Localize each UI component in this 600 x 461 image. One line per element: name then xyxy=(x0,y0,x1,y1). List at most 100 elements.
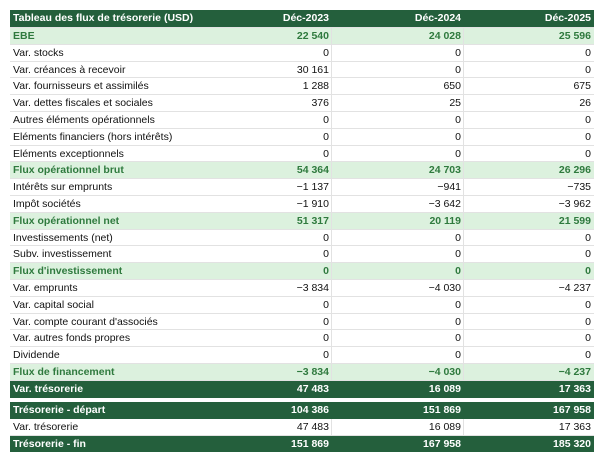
cell-border xyxy=(463,313,464,330)
label-cell: Trésorerie - départ xyxy=(13,404,106,416)
label-cell: Var. autres fonds propres xyxy=(13,332,131,345)
cell-border xyxy=(331,246,332,263)
subtotal-row: Flux opérationnel net 51 317 20 119 21 599 xyxy=(10,212,594,230)
value-cell: 0 xyxy=(323,231,329,244)
cell-border xyxy=(331,179,332,195)
table-row: Var. autres fonds propres 0 0 0 xyxy=(10,330,594,348)
value-cell: 0 xyxy=(585,332,591,345)
cell-border xyxy=(331,112,332,128)
value-cell: 0 xyxy=(585,265,591,278)
cell-border xyxy=(463,95,464,111)
label-cell: Var. dettes fiscales et sociales xyxy=(13,97,153,110)
value-cell: 167 958 xyxy=(553,404,591,416)
cell-border xyxy=(331,280,332,296)
total-row: Var. trésorerie 47 483 16 089 17 363 xyxy=(10,380,594,398)
cell-border xyxy=(463,263,464,279)
value-cell: 22 540 xyxy=(296,30,329,42)
label-cell: Flux opérationnel brut xyxy=(13,164,124,177)
table-row: Eléments financiers (hors intérêts) 0 0 0 xyxy=(10,128,594,146)
cell-border xyxy=(331,364,332,380)
value-cell: −1 910 xyxy=(296,198,329,210)
value-cell: −4 237 xyxy=(558,282,591,294)
table-row: Impôt sociétés −1 910 −3 642 −3 962 xyxy=(10,196,594,213)
table-row: Autres éléments opérationnels 0 0 0 xyxy=(10,112,594,129)
value-cell: 0 xyxy=(455,114,461,126)
cell-border xyxy=(463,347,464,363)
cell-border xyxy=(331,78,332,95)
value-cell: 0 xyxy=(323,315,329,328)
value-cell: 21 599 xyxy=(558,214,591,227)
label-cell: Autres éléments opérationnels xyxy=(13,114,155,126)
cell-border xyxy=(463,212,464,229)
table-row: Var. dettes fiscales et sociales 376 25 26 xyxy=(10,95,594,112)
cell-border xyxy=(463,145,464,162)
value-cell: 30 161 xyxy=(296,63,329,76)
cell-border xyxy=(463,196,464,212)
value-cell: 0 xyxy=(323,298,329,311)
cell-border xyxy=(331,61,332,78)
cell-border xyxy=(463,364,464,380)
value-cell: −941 xyxy=(437,181,461,194)
value-cell: 24 703 xyxy=(428,164,461,177)
value-cell: 0 xyxy=(585,298,591,311)
value-cell: 0 xyxy=(455,298,461,311)
table-row: Investissements (net) 0 0 0 xyxy=(10,229,594,247)
cell-border xyxy=(331,145,332,162)
total-row: Trésorerie - fin 151 869 167 958 185 320 xyxy=(10,435,594,453)
label-cell: Var. fournisseurs et assimilés xyxy=(13,80,149,93)
table-row: Var. emprunts −3 834 −4 030 −4 237 xyxy=(10,280,594,297)
value-cell: 1 288 xyxy=(302,80,329,93)
cell-border xyxy=(463,162,464,179)
value-cell: Déc-2025 xyxy=(544,12,591,24)
value-cell: 0 xyxy=(455,147,461,160)
subtotal-row: EBE 22 540 24 028 25 596 xyxy=(10,28,594,45)
value-cell: 0 xyxy=(455,63,461,76)
cell-border xyxy=(331,162,332,179)
value-cell: 54 364 xyxy=(296,164,329,177)
label-cell: Impôt sociétés xyxy=(13,198,81,210)
value-cell: 0 xyxy=(323,130,329,143)
value-cell: 47 483 xyxy=(296,382,329,395)
header-row: Tableau des flux de trésorerie (USD) Déc-… xyxy=(10,10,594,28)
cell-border xyxy=(331,347,332,363)
value-cell: 675 xyxy=(573,80,591,93)
value-cell: 25 xyxy=(449,97,461,110)
value-cell: 47 483 xyxy=(296,420,329,433)
cell-border xyxy=(331,263,332,279)
value-cell: 0 xyxy=(585,114,591,126)
value-cell: −735 xyxy=(567,181,591,194)
cell-border xyxy=(331,196,332,212)
value-cell: 0 xyxy=(585,231,591,244)
value-cell: −3 834 xyxy=(296,282,329,294)
table-row: Var. fournisseurs et assimilés 1 288 650 67… xyxy=(10,78,594,96)
value-cell: 26 xyxy=(579,97,591,110)
cell-border xyxy=(331,95,332,111)
table-row: Intérêts sur emprunts −1 137 −941 −735 xyxy=(10,179,594,196)
cell-border xyxy=(463,246,464,263)
value-cell: 151 869 xyxy=(291,437,329,450)
cell-border xyxy=(331,128,332,145)
cell-border xyxy=(331,212,332,229)
value-cell: 0 xyxy=(323,46,329,59)
value-cell: 16 089 xyxy=(428,382,461,395)
cell-border xyxy=(331,296,332,313)
value-cell: 0 xyxy=(323,147,329,160)
cell-border xyxy=(331,313,332,330)
value-cell: 0 xyxy=(323,114,329,126)
label-cell: Var. créances à recevoir xyxy=(13,63,126,76)
cell-border xyxy=(463,229,464,246)
table-row: Eléments exceptionnels 0 0 0 xyxy=(10,145,594,163)
value-cell: 0 xyxy=(323,248,329,261)
subtotal-row: Flux d'investissement 0 0 0 xyxy=(10,263,594,280)
cell-border xyxy=(463,280,464,296)
cell-border xyxy=(463,44,464,61)
cell-border xyxy=(331,418,332,435)
cell-border xyxy=(463,418,464,435)
value-cell: −4 237 xyxy=(558,366,591,378)
label-cell: Investissements (net) xyxy=(13,231,113,244)
value-cell: −4 030 xyxy=(428,282,461,294)
value-cell: 0 xyxy=(455,349,461,362)
value-cell: 17 363 xyxy=(558,420,591,433)
value-cell: 0 xyxy=(585,349,591,362)
